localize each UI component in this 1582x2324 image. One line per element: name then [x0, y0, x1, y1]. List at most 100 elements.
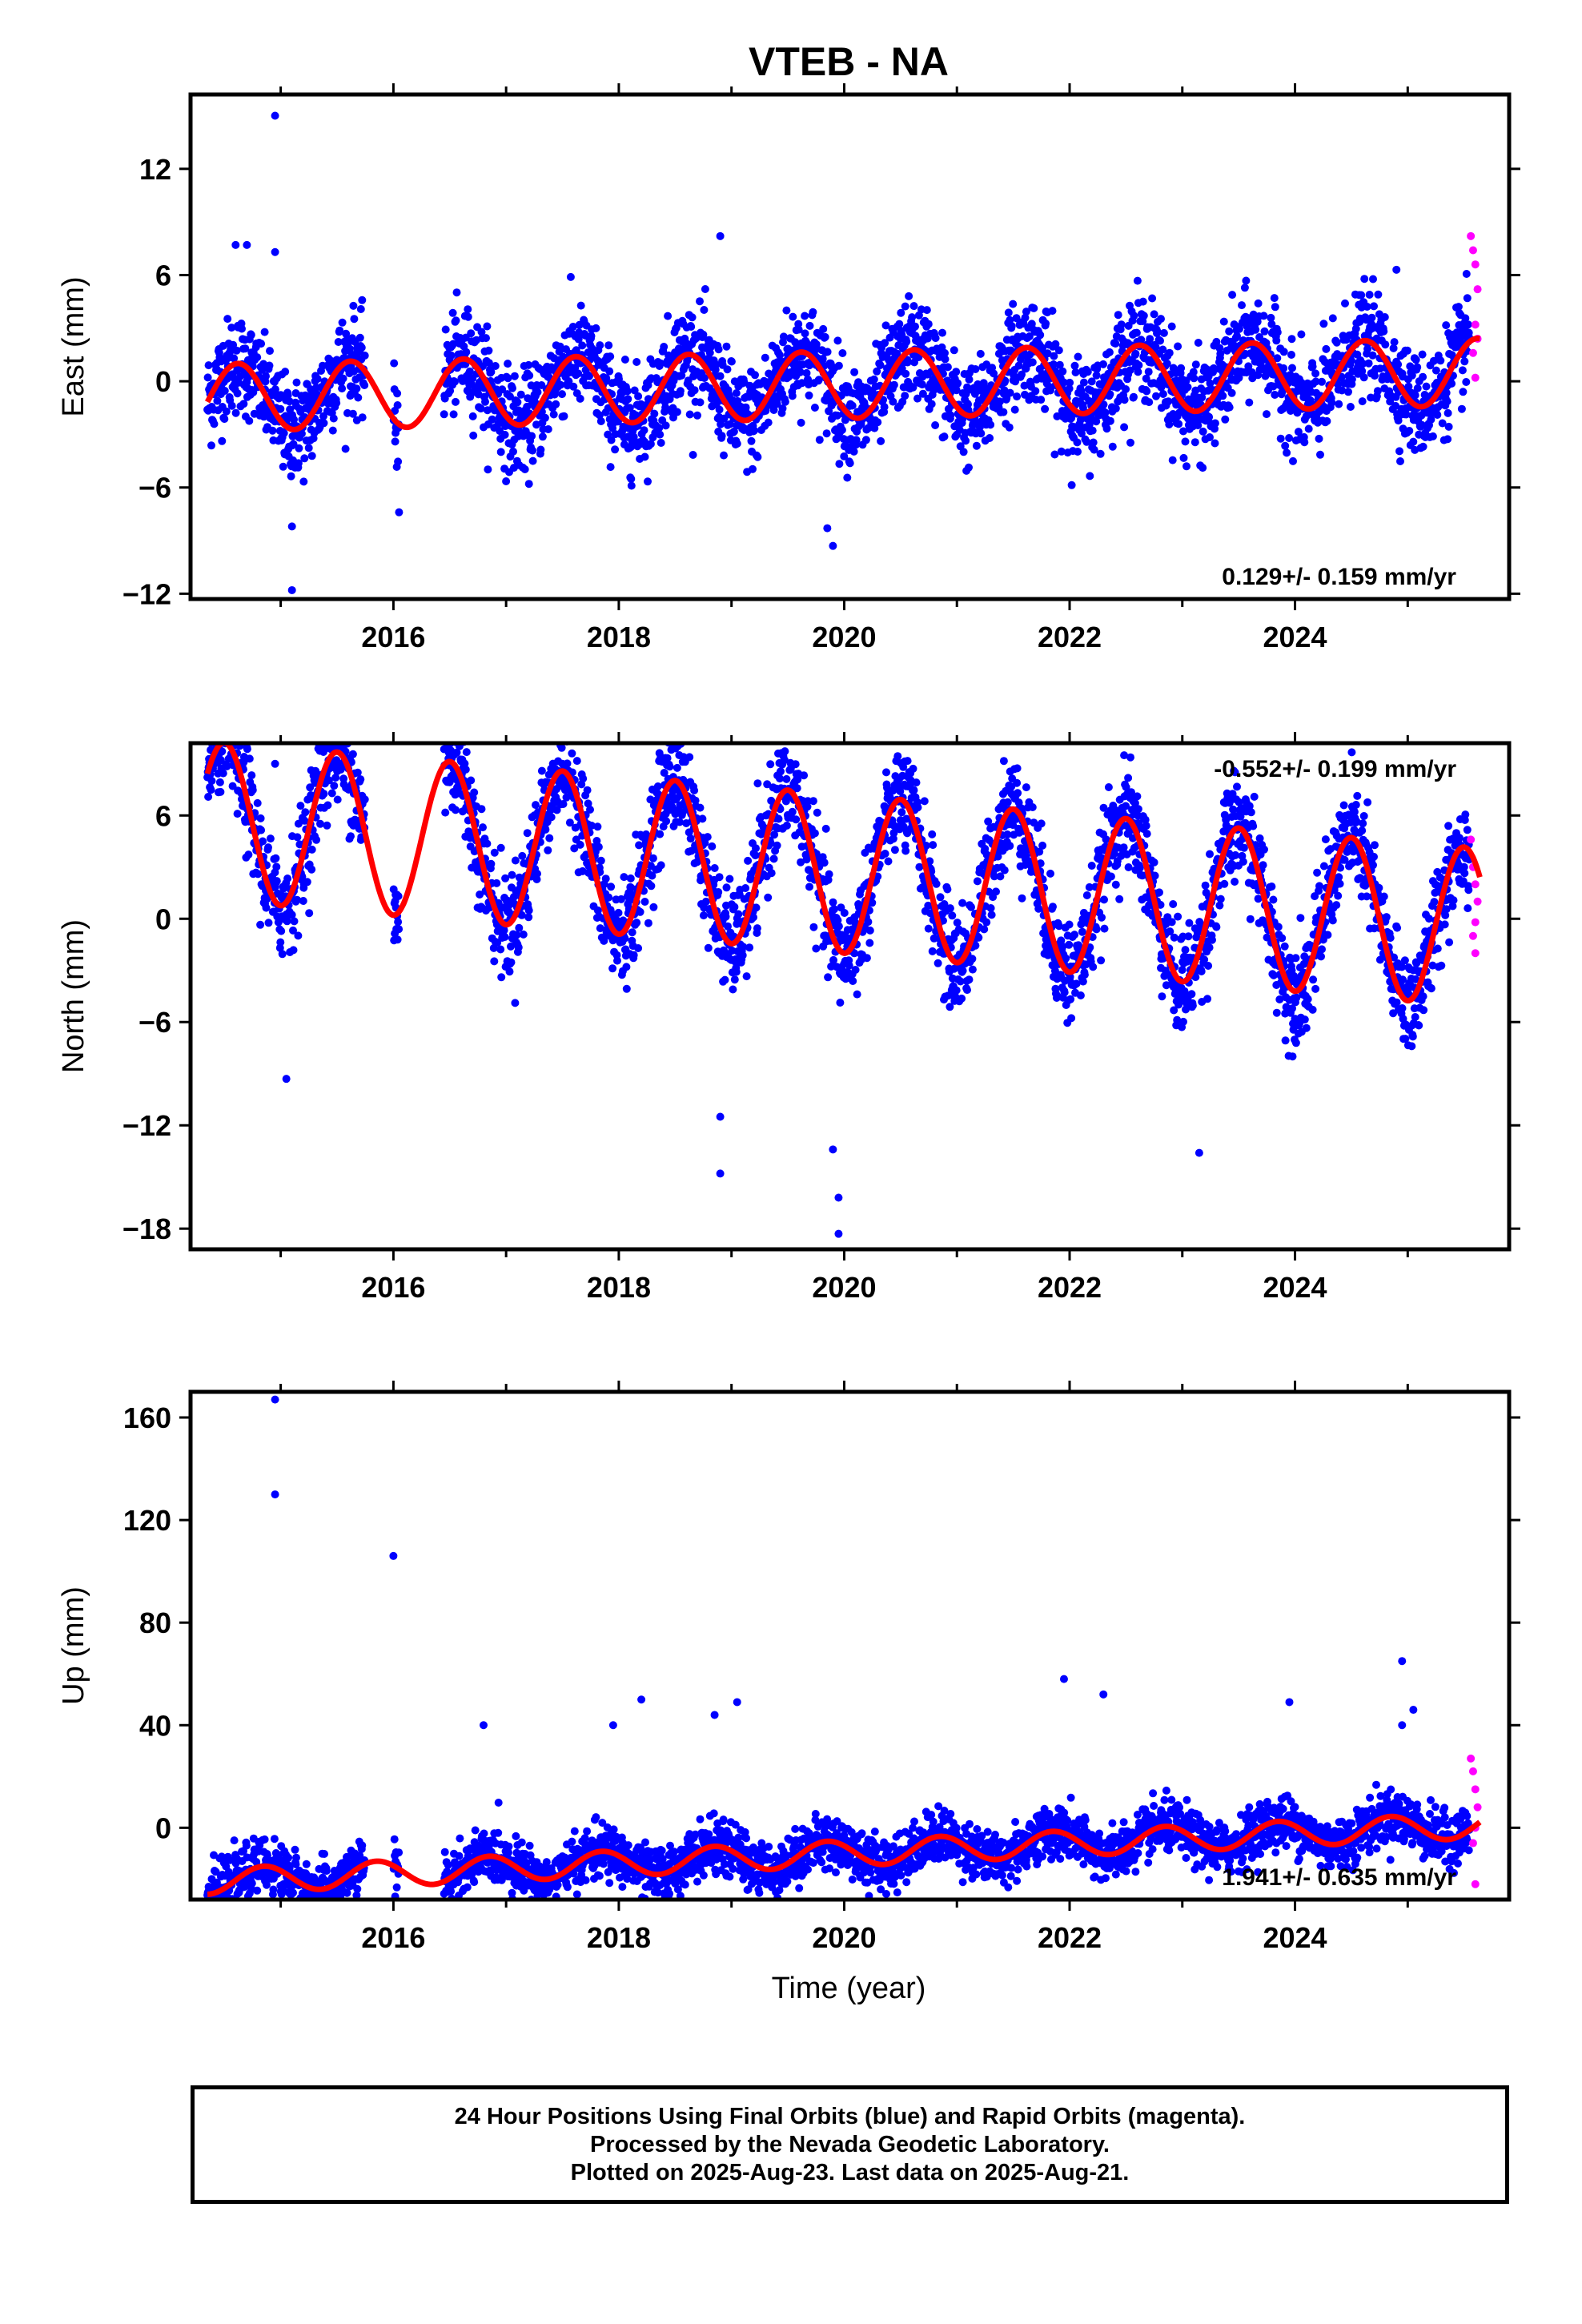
final-orbit-point	[1323, 416, 1331, 425]
final-orbit-point	[938, 328, 946, 337]
final-orbit-point	[1235, 373, 1243, 382]
final-orbit-point	[239, 730, 247, 738]
final-orbit-point	[909, 764, 917, 773]
final-orbit-point	[1300, 438, 1309, 447]
final-orbit-point	[838, 349, 847, 357]
final-orbit-point	[544, 425, 552, 433]
final-orbit-point	[1257, 357, 1266, 365]
final-orbit-point	[1005, 423, 1014, 432]
final-orbit-point	[968, 955, 977, 963]
final-orbit-point	[218, 436, 227, 445]
final-orbit-point	[1152, 392, 1160, 400]
final-orbit-point	[607, 883, 616, 891]
final-orbit-point	[1394, 360, 1403, 368]
final-orbit-point	[963, 986, 971, 995]
final-orbit-point	[449, 340, 458, 348]
final-orbit-point	[1338, 386, 1347, 395]
final-orbit-point	[918, 389, 927, 398]
final-orbit-point	[1174, 420, 1183, 428]
final-orbit-point	[1030, 304, 1038, 312]
final-orbit-point	[1088, 426, 1097, 435]
final-orbit-point	[840, 452, 849, 460]
final-orbit-point	[492, 879, 501, 887]
final-orbit-point	[764, 893, 773, 902]
final-orbit-point	[1106, 390, 1114, 399]
final-orbit-point	[1347, 375, 1356, 384]
final-orbit-point	[283, 917, 291, 926]
final-orbit-point	[520, 465, 529, 473]
final-orbit-point	[958, 967, 967, 975]
final-orbit-point	[528, 446, 537, 455]
final-orbit-point	[394, 918, 403, 927]
final-orbit-point	[1322, 344, 1331, 353]
final-orbit-point	[232, 729, 240, 737]
final-orbit-point	[570, 844, 579, 853]
final-orbit-point	[279, 462, 287, 471]
final-orbit-point	[953, 919, 962, 927]
final-orbit-point	[701, 897, 710, 906]
final-orbit-point	[1036, 331, 1045, 340]
final-orbit-point	[281, 368, 290, 376]
final-orbit-point	[538, 432, 547, 441]
final-orbit-point	[394, 457, 403, 466]
final-orbit-point	[779, 332, 788, 341]
final-orbit-point	[640, 426, 648, 435]
final-orbit-point	[1464, 320, 1472, 329]
final-orbit-point	[244, 850, 253, 859]
final-orbit-point	[307, 452, 316, 460]
final-orbit-point	[238, 324, 246, 333]
final-orbit-point	[1447, 351, 1456, 360]
final-orbit-point	[1101, 408, 1110, 417]
final-orbit-point	[1281, 441, 1290, 450]
final-orbit-point	[920, 797, 929, 806]
final-orbit-point	[823, 348, 832, 356]
final-orbit-point	[624, 395, 632, 404]
final-orbit-point	[766, 760, 775, 769]
final-orbit-point	[636, 907, 644, 916]
final-orbit-point	[710, 864, 719, 872]
final-orbit-point	[1402, 410, 1411, 419]
final-orbit-point	[289, 926, 297, 935]
final-orbit-point	[354, 393, 363, 402]
final-orbit-point	[932, 879, 941, 888]
final-orbit-point	[1086, 472, 1094, 480]
final-orbit-point	[850, 368, 859, 376]
final-orbit-point	[447, 351, 456, 360]
final-orbit-point	[1181, 437, 1190, 446]
final-orbit-point	[276, 391, 285, 400]
final-orbit-point	[574, 369, 583, 378]
final-orbit-point	[1370, 302, 1378, 311]
final-orbit-point	[1363, 303, 1371, 311]
final-orbit-point	[889, 834, 897, 843]
final-orbit-point	[606, 463, 615, 472]
final-orbit-point	[745, 943, 754, 952]
final-orbit-point	[524, 360, 533, 369]
final-orbit-point	[331, 774, 340, 782]
final-orbit-point	[1206, 379, 1215, 388]
final-orbit-point	[259, 837, 267, 846]
final-orbit-point	[477, 328, 486, 336]
final-orbit-point	[741, 884, 750, 892]
final-orbit-point	[390, 359, 399, 368]
final-orbit-point	[699, 330, 708, 339]
final-orbit-point	[222, 407, 231, 416]
final-orbit-point	[714, 345, 723, 354]
final-orbit-point	[895, 320, 904, 328]
final-orbit-point	[615, 375, 623, 384]
final-orbit-point	[482, 334, 490, 343]
final-orbit-point	[1199, 427, 1207, 436]
final-orbit-point	[231, 734, 239, 742]
final-orbit-point	[347, 832, 355, 841]
final-orbit-point	[1174, 342, 1182, 351]
final-orbit-point	[1360, 275, 1369, 283]
final-orbit-point	[1422, 382, 1431, 391]
final-orbit-point	[931, 334, 940, 343]
final-orbit-point	[1205, 412, 1214, 421]
final-orbit-point	[928, 947, 937, 955]
final-orbit-point	[829, 898, 837, 907]
final-orbit-point	[913, 803, 922, 812]
final-orbit-point	[848, 401, 857, 410]
final-orbit-point	[1194, 421, 1203, 430]
final-orbit-point	[537, 766, 546, 775]
final-orbit-point	[204, 361, 213, 370]
